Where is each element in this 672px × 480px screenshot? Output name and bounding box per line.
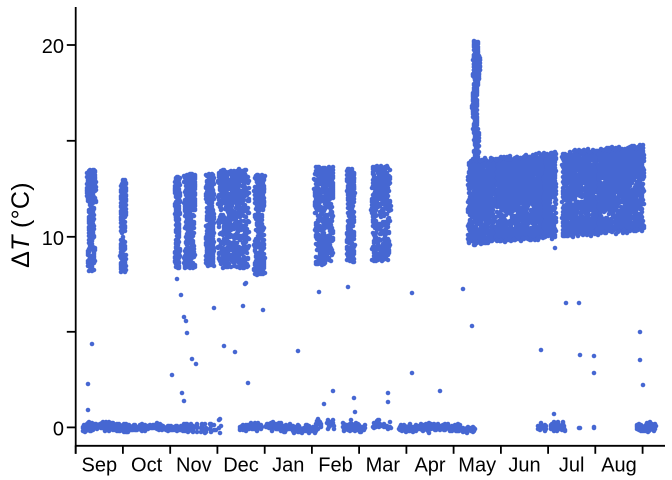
svg-text:May: May xyxy=(458,455,496,477)
svg-text:Feb: Feb xyxy=(318,455,352,477)
svg-text:ΔT (°C): ΔT (°C) xyxy=(7,182,35,268)
svg-text:Aug: Aug xyxy=(601,455,637,477)
svg-text:Sep: Sep xyxy=(82,455,118,477)
svg-text:10: 10 xyxy=(42,228,64,250)
svg-text:Oct: Oct xyxy=(131,455,163,477)
svg-text:20: 20 xyxy=(42,36,64,58)
svg-text:Jul: Jul xyxy=(559,455,585,477)
svg-text:Mar: Mar xyxy=(366,455,401,477)
svg-text:Apr: Apr xyxy=(414,455,445,477)
svg-text:Jun: Jun xyxy=(508,455,540,477)
svg-text:0: 0 xyxy=(53,418,64,440)
svg-text:Jan: Jan xyxy=(272,455,304,477)
svg-text:Nov: Nov xyxy=(176,455,212,477)
svg-text:Dec: Dec xyxy=(223,455,259,477)
